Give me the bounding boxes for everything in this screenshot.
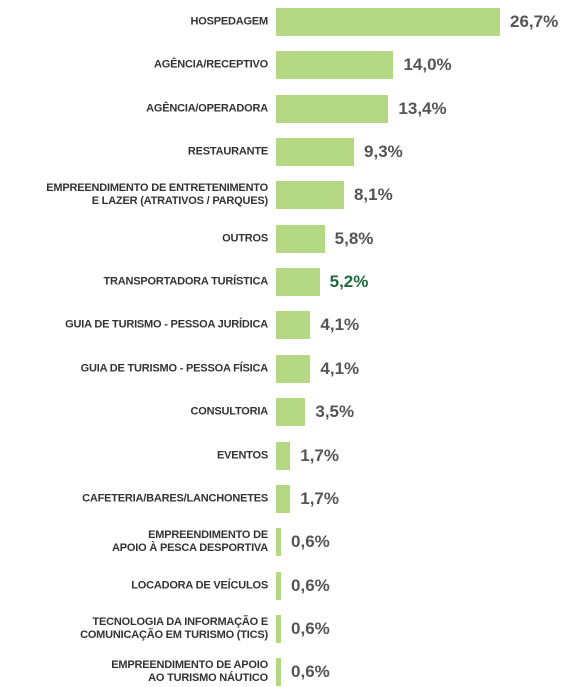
bar: [276, 181, 344, 210]
bar: [276, 311, 311, 340]
value-label: 26,7%: [510, 12, 559, 31]
category-label: EMPREENDIMENTO DE APOIO À PESCA DESPORTI…: [112, 529, 268, 555]
category-label: CONSULTORIA: [190, 405, 269, 418]
bar: [276, 571, 282, 600]
bar: [276, 398, 306, 427]
value-label: 9,3%: [364, 142, 403, 162]
value-label: 8,1%: [353, 185, 393, 205]
category-label: EMPREENDIMENTO DE ENTRETENIMENTO E LAZER…: [46, 182, 268, 208]
category-label: CAFETERIA/BARES/LANCHONETES: [82, 492, 268, 505]
value-label: 0,6%: [291, 575, 330, 595]
value-label: 0,6%: [291, 662, 330, 682]
bar: [276, 138, 355, 167]
category-label: AGÊNCIA/OPERADORA: [146, 102, 268, 115]
category-label: LOCADORA DE VEÍCULOS: [131, 579, 268, 592]
value-label: 14,0%: [403, 55, 452, 75]
category-label: EMPREENDIMENTO DE APOIO AO TURISMO NÁUTI…: [111, 659, 268, 685]
bar: [276, 614, 282, 643]
category-label: HOSPEDAGEM: [190, 15, 269, 28]
value-label: 4,1%: [320, 315, 360, 335]
value-label: 5,8%: [334, 228, 374, 248]
bar: [276, 484, 291, 513]
value-label: 3,5%: [315, 402, 355, 422]
bar: [276, 51, 394, 80]
category-label: GUIA DE TURISMO - PESSOA JURÍDICA: [65, 318, 268, 331]
value-label: 1,7%: [300, 445, 339, 465]
category-label: GUIA DE TURISMO - PESSOA FÍSICA: [80, 362, 269, 375]
bar: [276, 8, 500, 36]
bar: [276, 354, 311, 383]
category-label: RESTAURANTE: [187, 145, 268, 158]
bar: [276, 528, 282, 557]
value-label: 0,6%: [291, 618, 330, 638]
category-label: TECNOLOGIA DA INFORMAÇÃO E COMUNICAÇÃO E…: [80, 615, 268, 641]
value-label: 5,2%: [329, 272, 369, 292]
category-label: OUTROS: [222, 232, 268, 245]
value-label: 4,1%: [320, 358, 360, 378]
bar: [276, 224, 325, 253]
category-label: EVENTOS: [217, 449, 268, 461]
value-label: 1,7%: [300, 488, 339, 508]
bar: [276, 94, 389, 123]
value-label: 0,6%: [291, 532, 330, 552]
bar: [276, 658, 282, 687]
bar: [276, 268, 320, 297]
bar: [276, 441, 291, 470]
category-label: AGÊNCIA/RECEPTIVO: [154, 58, 268, 71]
category-label: TRANSPORTADORA TURÍSTICA: [103, 275, 269, 288]
value-label: 13,4%: [398, 98, 447, 118]
